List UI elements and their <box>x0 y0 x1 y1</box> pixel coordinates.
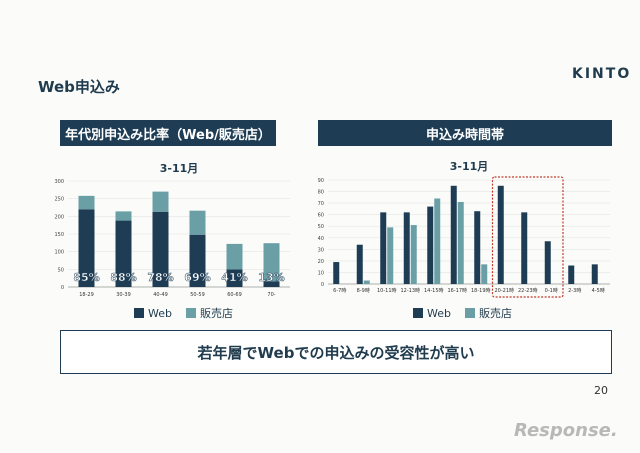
response-watermark: Response. <box>514 420 618 441</box>
x-tick-label: 18-29 <box>79 292 94 298</box>
x-tick-label: 40-49 <box>153 292 168 298</box>
page-number: 20 <box>594 384 608 397</box>
y-tick-label: 20 <box>318 259 324 265</box>
y-tick-label: 150 <box>54 232 64 238</box>
bar-web <box>568 265 575 284</box>
bar-store <box>387 227 394 284</box>
x-tick-label: 16-17時 <box>447 288 467 294</box>
bar-store <box>263 243 280 282</box>
bar-store <box>189 210 206 235</box>
bar-store <box>115 211 132 221</box>
x-tick-label: 22-23時 <box>518 288 538 294</box>
bar-store <box>457 201 464 284</box>
legend-store-swatch <box>464 308 475 318</box>
bar-web <box>78 209 95 287</box>
age-chart-legend: Web 販売店 <box>134 305 233 321</box>
x-tick-label: 50-59 <box>190 292 205 298</box>
bar-web <box>544 241 551 284</box>
bar-store <box>410 225 417 284</box>
y-tick-label: 90 <box>318 178 324 184</box>
bar-store <box>78 195 95 210</box>
y-tick-label: 50 <box>58 267 64 273</box>
x-tick-label: 20-21時 <box>494 288 514 294</box>
bar-store <box>152 191 169 212</box>
x-tick-label: 4-5時 <box>592 288 605 294</box>
bar-web <box>497 185 504 284</box>
y-tick-label: 300 <box>54 179 64 185</box>
summary-box: 若年層でWebでの申込みの受容性が高い <box>60 330 612 374</box>
ratio-label: 69% <box>184 271 210 284</box>
ratio-label: 78% <box>147 271 173 284</box>
y-tick-label: 40 <box>318 236 324 242</box>
y-tick-label: 30 <box>318 247 324 253</box>
y-tick-label: 10 <box>318 270 324 276</box>
y-tick-label: 0 <box>321 282 324 288</box>
y-tick-label: 60 <box>318 213 324 219</box>
ratio-label: 41% <box>221 271 247 284</box>
ratio-label: 85% <box>73 271 99 284</box>
legend-web-swatch <box>134 308 144 318</box>
y-tick-label: 50 <box>318 224 324 230</box>
bar-web <box>403 212 410 284</box>
y-tick-label: 200 <box>54 214 64 220</box>
bar-web <box>189 234 206 287</box>
bar-store <box>481 264 488 284</box>
bar-web <box>115 220 132 287</box>
age-chart-header: 年代別申込み比率（Web/販売店） <box>60 120 276 146</box>
bar-store <box>363 280 370 284</box>
x-tick-label: 2-3時 <box>568 288 581 294</box>
x-tick-label: 30-39 <box>116 292 131 298</box>
x-tick-label: 8-9時 <box>357 288 370 294</box>
bar-web <box>333 262 340 284</box>
bar-web <box>263 281 280 287</box>
bar-web <box>474 211 481 284</box>
bar-web <box>152 211 169 287</box>
bar-web <box>521 212 528 284</box>
late-night-highlight <box>491 176 564 298</box>
y-tick-label: 80 <box>318 190 324 196</box>
ratio-label: 13% <box>258 271 284 284</box>
y-tick-label: 0 <box>61 285 64 291</box>
bar-web <box>380 212 387 284</box>
bar-store <box>226 243 243 270</box>
x-tick-label: 70- <box>267 292 275 298</box>
legend-store-label: 販売店 <box>199 307 233 320</box>
x-tick-label: 60-69 <box>227 292 242 298</box>
y-tick-label: 70 <box>318 201 324 207</box>
legend-web-label: Web <box>427 306 451 320</box>
bar-web <box>591 264 598 284</box>
x-tick-label: 10-11時 <box>377 288 397 294</box>
kinto-logo: KINTO <box>572 66 632 82</box>
time-chart-legend: Web 販売店 <box>413 305 512 321</box>
y-tick-label: 100 <box>54 250 64 256</box>
summary-text: 若年層でWebでの申込みの受容性が高い <box>197 343 475 362</box>
time-chart-title: 3-11月 <box>450 160 489 173</box>
ratio-label: 88% <box>110 271 136 284</box>
bar-web <box>450 185 457 284</box>
bar-web <box>356 244 363 284</box>
bar-store <box>434 198 441 284</box>
time-chart-header: 申込み時間帯 <box>318 120 612 146</box>
legend-store-label: 販売店 <box>478 307 512 320</box>
legend-store-swatch <box>185 308 196 318</box>
legend-web-swatch <box>413 308 423 318</box>
x-tick-label: 0-1時 <box>545 288 558 294</box>
age-chart-title: 3-11月 <box>160 162 199 175</box>
x-tick-label: 18-19時 <box>471 288 491 294</box>
page-title: Web申込み <box>38 78 120 96</box>
y-tick-label: 250 <box>54 197 64 203</box>
x-tick-label: 12-13時 <box>400 288 420 294</box>
bar-web <box>226 269 243 287</box>
x-tick-label: 14-15時 <box>424 288 444 294</box>
x-tick-label: 6-7時 <box>333 288 346 294</box>
legend-web-label: Web <box>148 306 172 320</box>
bar-web <box>427 206 434 284</box>
